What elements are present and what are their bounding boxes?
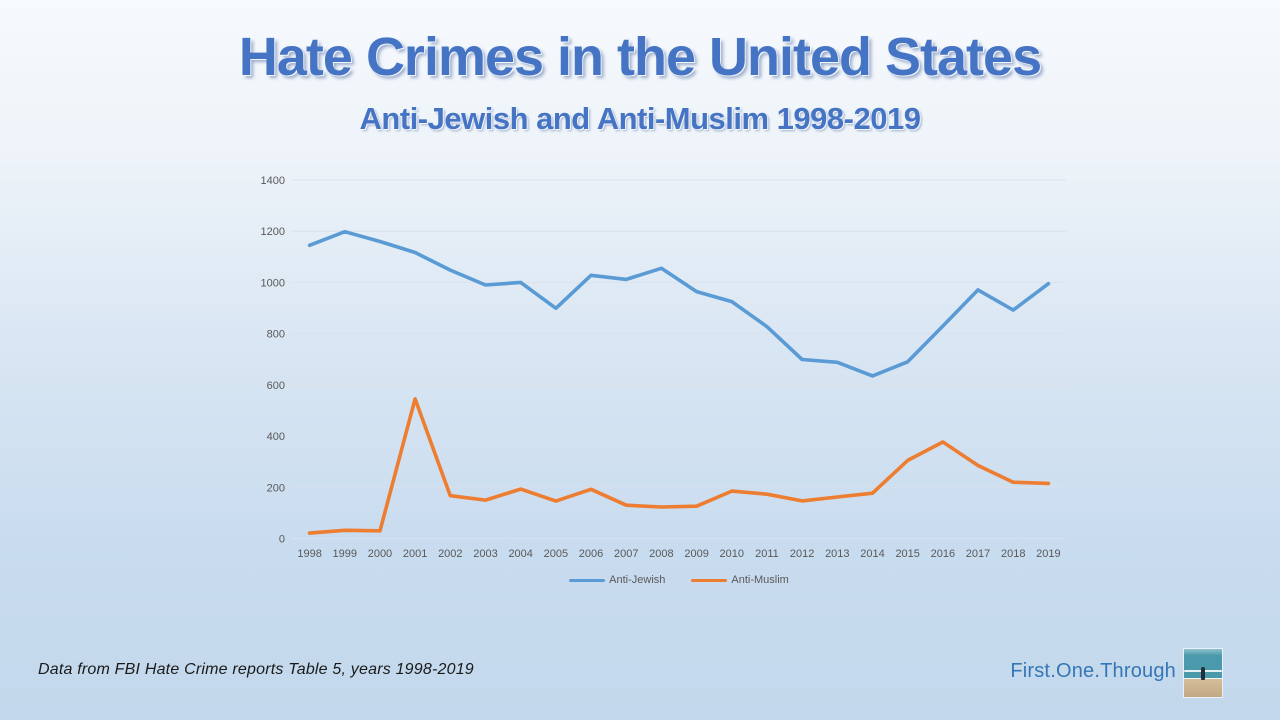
- y-axis-tick-label: 1200: [261, 226, 285, 238]
- x-axis-tick-label: 2009: [684, 548, 708, 560]
- x-axis-tick-label: 2007: [614, 548, 638, 560]
- legend-label: Anti-Muslim: [731, 574, 789, 586]
- legend-item-anti-muslim: Anti-Muslim: [691, 574, 789, 586]
- slide-subtitle: Anti-Jewish and Anti-Muslim 1998-2019: [359, 101, 921, 136]
- y-axis-tick-label: 1000: [261, 277, 285, 289]
- x-axis-tick-label: 2006: [579, 548, 603, 560]
- x-axis-tick-label: 2001: [403, 548, 427, 560]
- x-axis-tick-label: 2004: [508, 548, 532, 560]
- x-axis-tick-label: 2013: [825, 548, 849, 560]
- logo-person-silhouette: [1201, 667, 1206, 681]
- y-axis-tick-label: 800: [267, 329, 285, 341]
- x-axis-tick-label: 2016: [931, 548, 955, 560]
- x-axis-tick-label: 2003: [473, 548, 497, 560]
- legend-swatch: [691, 578, 728, 582]
- y-axis-tick-label: 600: [267, 380, 285, 392]
- logo-sand: [1184, 678, 1222, 697]
- series-line-anti-jewish: [307, 229, 1051, 378]
- slide-title: Hate Crimes in the United States: [238, 27, 1042, 87]
- y-axis-tick-label: 1400: [261, 175, 285, 187]
- x-axis-tick-label: 2019: [1036, 548, 1060, 560]
- x-axis-tick-label: 2005: [544, 548, 568, 560]
- x-axis-tick-label: 2012: [790, 548, 814, 560]
- beach-figure-photo: [1184, 649, 1222, 697]
- x-axis-tick-label: 2017: [966, 548, 990, 560]
- x-axis-tick-label: 2002: [438, 548, 462, 560]
- y-axis-tick-label: 0: [279, 534, 285, 546]
- y-axis-tick-label: 200: [267, 482, 285, 494]
- x-axis-tick-label: 2015: [895, 548, 919, 560]
- brand-name: First.One.Through: [1010, 660, 1176, 682]
- x-axis-tick-label: 2018: [1001, 548, 1025, 560]
- chart-legend: Anti-Jewish Anti-Muslim: [292, 572, 1066, 588]
- legend-item-anti-jewish: Anti-Jewish: [569, 574, 665, 586]
- y-axis-tick-label: 400: [267, 431, 285, 443]
- x-axis-tick-label: 2000: [368, 548, 392, 560]
- x-axis-tick-label: 1999: [333, 548, 357, 560]
- data-source-note: Data from FBI Hate Crime reports Table 5…: [38, 661, 474, 678]
- x-axis-tick-label: 2011: [755, 548, 779, 560]
- x-axis-tick-label: 2010: [720, 548, 744, 560]
- x-axis-tick-label: 2014: [860, 548, 884, 560]
- x-axis-tick-label: 1998: [297, 548, 321, 560]
- series-line-anti-muslim: [307, 397, 1051, 535]
- legend-swatch: [569, 578, 606, 582]
- x-axis-tick-label: 2008: [649, 548, 673, 560]
- legend-label: Anti-Jewish: [609, 574, 666, 586]
